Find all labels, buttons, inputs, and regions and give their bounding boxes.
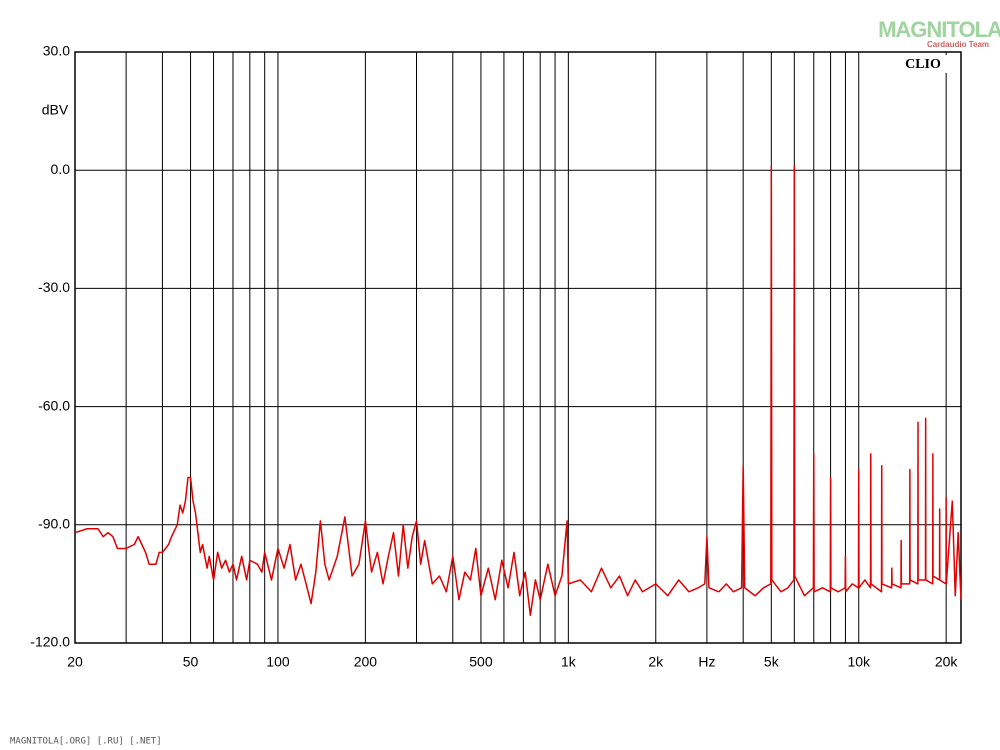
x-tick-label: 5k: [764, 654, 780, 670]
y-axis-label: dBV: [42, 102, 69, 118]
x-tick-label: 2k: [648, 654, 664, 670]
brand: CLIO: [905, 57, 941, 72]
y-tick-label: 30.0: [43, 43, 70, 59]
x-tick-label: Hz: [698, 654, 715, 670]
x-tick-label: 20: [67, 654, 83, 670]
x-tick-label: 50: [183, 654, 199, 670]
x-tick-label: 20k: [935, 654, 959, 670]
x-tick-label: 1k: [561, 654, 577, 670]
plot-frame: [74, 51, 962, 644]
y-tick-label: -60.0: [38, 397, 70, 413]
x-tick-label: 500: [469, 654, 493, 670]
y-tick-label: -30.0: [38, 279, 70, 295]
spectrum-line: [74, 165, 962, 617]
footer: MAGNITOLA[.ORG] [.RU] [.NET]: [10, 737, 162, 747]
x-tick-label: 10k: [847, 654, 871, 670]
brand-box: [897, 55, 949, 73]
y-tick-label: 0.0: [51, 161, 71, 177]
x-tick-label: 100: [266, 654, 290, 670]
x-tick-label: 200: [354, 654, 378, 670]
y-tick-label: -120.0: [30, 634, 70, 650]
watermark: MAGNITOLA: [878, 17, 1000, 42]
watermark-sub: Cardaudio Team: [927, 40, 989, 49]
y-tick-label: -90.0: [38, 516, 70, 532]
